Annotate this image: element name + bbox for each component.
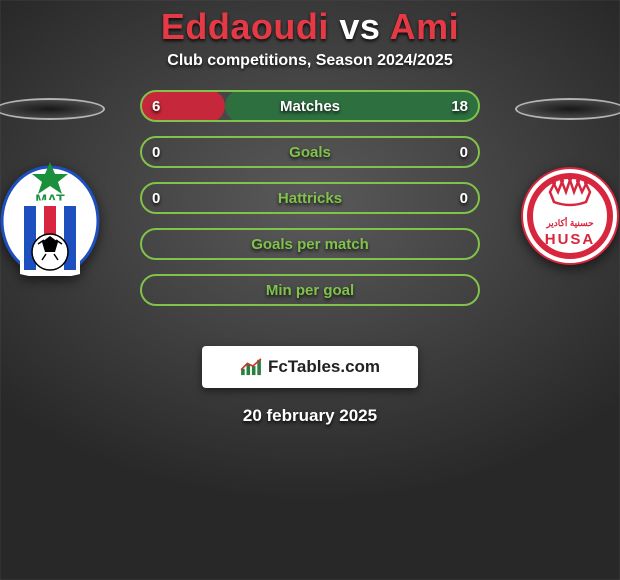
bar-label: Goals [289,144,331,161]
bar-value-right: 0 [460,190,468,207]
left-player-marker [0,98,105,120]
stat-bar: Goals per match [140,228,480,260]
title-left: Eddaoudi [161,6,329,47]
title-right: Ami [390,6,460,47]
bar-value-right: 0 [460,144,468,161]
stat-bar: Matches 6 18 [140,90,480,122]
page-title: Eddaoudi vs Ami [0,0,620,48]
bar-label: Hattricks [278,190,342,207]
svg-text:حسنية أكادير: حسنية أكادير [545,216,594,229]
watermark: FcTables.com [202,346,418,388]
stat-bar: Goals 0 0 [140,136,480,168]
stat-bar: Hattricks 0 0 [140,182,480,214]
bar-fill-right [225,90,480,122]
subtitle: Club competitions, Season 2024/2025 [0,52,620,70]
bar-value-left: 0 [152,144,160,161]
bar-value-right: 18 [451,98,468,115]
bar-chart-icon [240,358,262,376]
left-player-column: MAT [0,98,120,276]
left-club-badge: MAT [0,156,100,276]
stat-bar: Min per goal [140,274,480,306]
date: 20 february 2025 [0,406,620,426]
right-club-badge: حسنية أكادير HUSA [520,156,620,276]
bar-value-left: 6 [152,98,160,115]
right-player-column: حسنية أكادير HUSA [500,98,620,276]
bar-value-left: 0 [152,190,160,207]
bar-label: Goals per match [251,236,369,253]
bar-label: Matches [280,98,340,115]
right-player-marker [515,98,620,120]
watermark-text: FcTables.com [268,357,380,377]
title-vs: vs [329,6,390,47]
stat-bars: Matches 6 18 Goals 0 0 Hattricks 0 0 Goals per ma… [140,90,480,306]
bar-label: Min per goal [266,282,354,299]
comparison-arena: MAT حسنية أكادير HUSA Matches618Goals00H… [0,98,620,328]
svg-text:HUSA: HUSA [545,231,596,248]
